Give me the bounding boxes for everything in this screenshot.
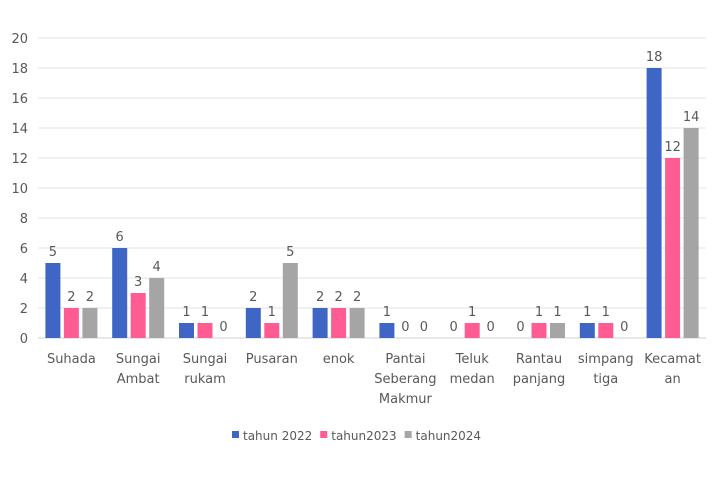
- x-tick-label: Suhada: [47, 352, 96, 367]
- x-axis-ticks: Suhada Sungai Ambat Sungai rukam Pusaran enok P…: [47, 352, 701, 407]
- bar: [149, 278, 165, 338]
- data-label: 2: [86, 290, 94, 305]
- data-label: 1: [602, 305, 610, 320]
- data-label: 2: [249, 290, 257, 305]
- bars: [45, 68, 699, 338]
- bar: [531, 323, 547, 338]
- y-tick-label: 18: [11, 62, 28, 77]
- x-tick-label: medan: [450, 372, 495, 387]
- bar: [264, 323, 280, 338]
- y-tick-label: 4: [20, 272, 28, 287]
- x-tick-label: tiga: [593, 372, 618, 387]
- data-label: 0: [450, 320, 458, 335]
- bar: [197, 323, 213, 338]
- y-tick-label: 16: [11, 92, 28, 107]
- data-label: 4: [153, 260, 161, 275]
- data-label: 0: [620, 320, 628, 335]
- x-tick-label: Kecamat: [644, 352, 701, 367]
- data-label: 2: [316, 290, 324, 305]
- y-tick-label: 10: [11, 182, 28, 197]
- data-label: 1: [268, 305, 276, 320]
- x-tick-label: simpang: [578, 352, 634, 367]
- data-label: 5: [286, 245, 294, 260]
- bar: [379, 323, 395, 338]
- data-label: 1: [535, 305, 543, 320]
- bar: [45, 263, 61, 338]
- data-label: 3: [134, 275, 142, 290]
- data-label: 2: [67, 290, 75, 305]
- x-tick-label: rukam: [184, 372, 226, 387]
- bar: [598, 323, 614, 338]
- legend-label: tahun2024: [416, 429, 481, 443]
- data-label: 5: [49, 245, 57, 260]
- legend-swatch: [232, 431, 239, 438]
- x-tick-label: Sungai: [116, 352, 161, 367]
- x-tick-label: Pantai: [385, 352, 425, 367]
- y-tick-label: 2: [20, 302, 28, 317]
- data-label: 18: [646, 50, 663, 65]
- legend: tahun 2022 tahun2023 tahun2024: [232, 429, 481, 443]
- bar: [63, 308, 79, 338]
- legend-swatch: [320, 431, 328, 438]
- bar: [349, 308, 365, 338]
- y-axis-ticks: 0 2 4 6 8 10 12 14 16 18 20: [11, 32, 28, 347]
- x-tick-label: panjang: [513, 372, 566, 387]
- y-tick-label: 8: [20, 212, 28, 227]
- bar: [579, 323, 595, 338]
- legend-swatch: [404, 431, 412, 438]
- y-tick-label: 12: [11, 152, 28, 167]
- data-label: 0: [401, 320, 409, 335]
- x-tick-label: Pusaran: [246, 352, 298, 367]
- data-label: 1: [182, 305, 190, 320]
- bar: [550, 323, 565, 338]
- x-tick-label: enok: [323, 352, 355, 367]
- legend-label: tahun2023: [331, 429, 396, 443]
- y-tick-label: 14: [11, 122, 28, 137]
- legend-label: tahun 2022: [243, 429, 312, 443]
- data-label: 1: [468, 305, 476, 320]
- bar: [312, 308, 328, 338]
- data-label: 6: [116, 230, 124, 245]
- x-tick-label: Seberang: [374, 372, 436, 387]
- x-tick-label: Ambat: [117, 372, 160, 387]
- y-tick-label: 6: [20, 242, 28, 257]
- data-label: 2: [353, 290, 361, 305]
- bar: [282, 263, 298, 338]
- data-label: 12: [664, 140, 681, 155]
- data-label: 1: [201, 305, 209, 320]
- x-tick-label: Teluk: [455, 352, 490, 367]
- data-label: 1: [583, 305, 591, 320]
- bar: [179, 323, 194, 338]
- data-label: 14: [683, 110, 700, 125]
- data-label: 1: [553, 305, 561, 320]
- bar: [464, 323, 480, 338]
- bar: [665, 158, 681, 338]
- data-label: 1: [383, 305, 391, 320]
- y-tick-label: 0: [20, 332, 28, 347]
- bar: [130, 293, 146, 338]
- data-label: 0: [487, 320, 495, 335]
- x-tick-label: Makmur: [379, 392, 433, 407]
- bar: [245, 308, 261, 338]
- bar: [112, 248, 128, 338]
- bar: [331, 308, 347, 338]
- data-label: 0: [420, 320, 428, 335]
- y-tick-label: 20: [11, 32, 28, 47]
- bar: [82, 308, 98, 338]
- data-label: 0: [516, 320, 524, 335]
- bar: [646, 68, 662, 338]
- data-label: 0: [219, 320, 227, 335]
- x-tick-label: Rantau: [516, 352, 562, 367]
- bar: [683, 128, 699, 338]
- x-tick-label: Sungai: [183, 352, 228, 367]
- data-label: 2: [334, 290, 342, 305]
- x-tick-label: an: [664, 372, 680, 387]
